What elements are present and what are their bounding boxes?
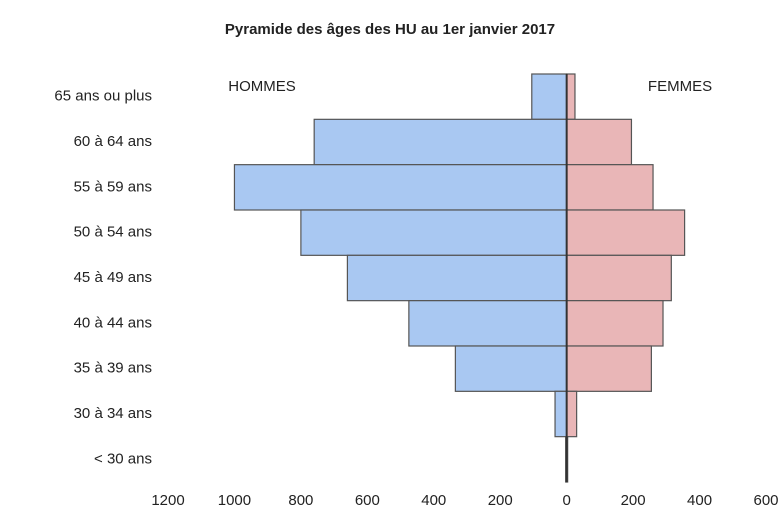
bar — [454, 345, 568, 392]
bar — [566, 300, 664, 347]
bar — [566, 73, 576, 120]
x-tick-label: 400 — [421, 492, 446, 509]
x-tick-label: 0 — [562, 492, 570, 509]
bar — [566, 345, 652, 392]
bar — [566, 254, 672, 302]
bar — [313, 118, 568, 166]
y-tick-label: 40 à 44 ans — [74, 314, 152, 331]
x-tick-label: 200 — [621, 492, 646, 509]
x-tick-label: 200 — [488, 492, 513, 509]
y-tick-label: 65 ans ou plus — [54, 88, 152, 105]
x-tick-label: 800 — [288, 492, 313, 509]
y-tick-label: < 30 ans — [94, 450, 152, 467]
y-tick-label: 60 à 64 ans — [74, 133, 152, 150]
y-tick-label: 50 à 54 ans — [74, 224, 152, 241]
chart-title: Pyramide des âges des HU au 1er janvier … — [225, 21, 555, 38]
y-tick-label: 35 à 39 ans — [74, 360, 152, 377]
legend-label: FEMMES — [648, 78, 712, 95]
bar — [408, 300, 568, 347]
x-tick-label: 400 — [687, 492, 712, 509]
bar — [300, 209, 568, 256]
bar — [566, 118, 633, 166]
y-tick-label: 45 à 49 ans — [74, 269, 152, 286]
bar — [566, 390, 578, 438]
y-tick-label: 55 à 59 ans — [74, 178, 152, 195]
x-tick-label: 600 — [753, 492, 778, 509]
legend-label: HOMMES — [228, 78, 296, 95]
y-tick-label: 30 à 34 ans — [74, 405, 152, 422]
bar — [566, 164, 654, 211]
bar — [554, 390, 568, 438]
x-tick-label: 1200 — [151, 492, 184, 509]
bar — [531, 73, 568, 120]
x-tick-label: 1000 — [218, 492, 251, 509]
bar — [566, 209, 686, 256]
x-tick-label: 600 — [355, 492, 380, 509]
bar — [346, 254, 568, 302]
bar — [233, 164, 568, 211]
